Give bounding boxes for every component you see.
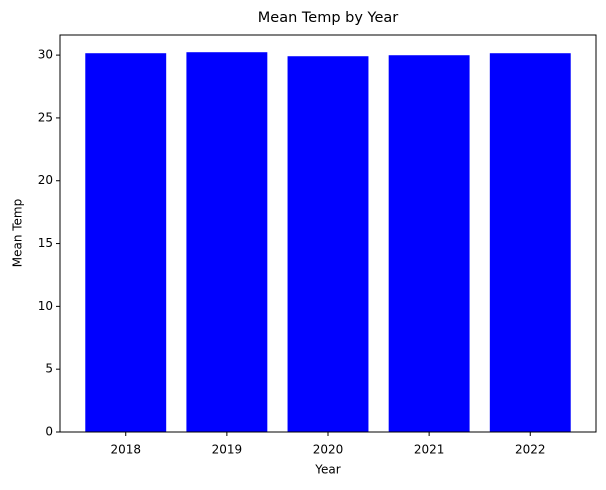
plot-frame <box>59 34 597 433</box>
bar <box>388 55 470 432</box>
y-axis-label: Mean Temp <box>11 199 25 268</box>
y-tick-label: 5 <box>45 362 53 376</box>
bar <box>489 53 571 433</box>
y-tick-label: 15 <box>38 236 53 250</box>
x-tick-label: 2022 <box>515 443 546 457</box>
x-axis-label: Year <box>314 463 340 477</box>
x-tick-label: 2020 <box>313 443 344 457</box>
bar <box>186 52 268 433</box>
y-tick-label: 10 <box>38 299 53 313</box>
y-tick-label: 0 <box>45 425 53 439</box>
x-tick-label: 2021 <box>414 443 445 457</box>
y-tick-label: 20 <box>38 173 53 187</box>
chart-title: Mean Temp by Year <box>258 10 399 26</box>
x-tick-label: 2019 <box>212 443 243 457</box>
x-tick-label: 2018 <box>110 443 141 457</box>
y-tick-label: 30 <box>38 48 53 62</box>
bar <box>287 56 369 432</box>
bar <box>85 53 167 433</box>
y-tick-label: 25 <box>38 110 53 124</box>
